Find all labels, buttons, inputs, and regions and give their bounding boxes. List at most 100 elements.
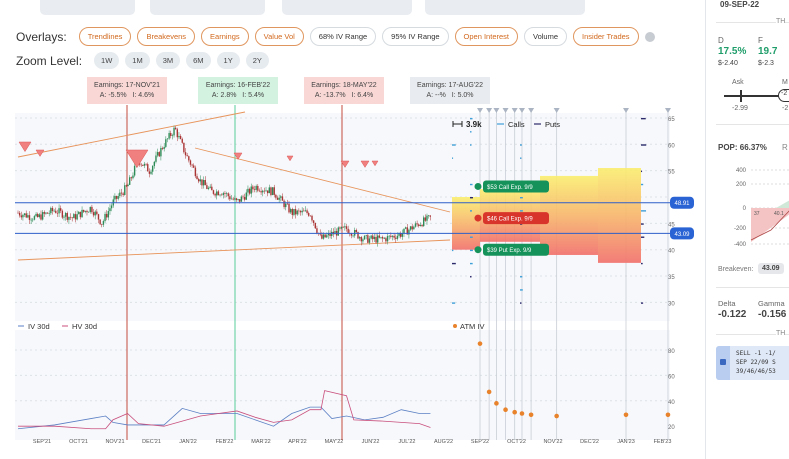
open-interest-bar (470, 276, 472, 278)
slider-tick (740, 90, 742, 102)
label: R (782, 143, 788, 152)
candle (232, 198, 234, 200)
candle (69, 216, 72, 218)
candle (83, 209, 85, 212)
candle (207, 187, 210, 189)
ask-label: Ask (732, 79, 744, 86)
candle (99, 219, 101, 225)
candle (124, 185, 126, 195)
candle (122, 193, 124, 195)
overlay-toggle[interactable]: Breakevens (137, 27, 196, 46)
candle (367, 235, 369, 243)
open-interest-bar (452, 302, 456, 304)
atm-iv-point (477, 341, 483, 346)
order-ticket[interactable]: SELL -1 -1/ SEP 22/09 S 39/46/46/53 (716, 346, 789, 380)
open-interest-bar (520, 157, 522, 159)
atm-iv-point (494, 401, 499, 406)
overlay-toggle[interactable]: 68% IV Range (309, 27, 377, 46)
candle (110, 205, 113, 209)
candle (413, 226, 415, 230)
price-slider[interactable] (724, 95, 784, 97)
candle (40, 214, 42, 220)
hint-box (40, 0, 135, 15)
candle (411, 226, 413, 230)
month-label: JAN'23 (617, 439, 635, 445)
candle (301, 210, 303, 213)
expiration-marker-icon (493, 108, 500, 113)
value-vol-zone (540, 175, 598, 255)
candle (32, 219, 34, 221)
size-scale-label: 3.9k (466, 120, 482, 129)
gamma-label: Gamma (758, 299, 785, 308)
candle (94, 211, 96, 216)
candle (350, 233, 353, 236)
atm-iv-legend-icon (453, 324, 457, 328)
candle (168, 133, 170, 139)
zoom-button[interactable]: 6M (186, 52, 211, 69)
candle (28, 215, 31, 220)
insider-trade-icon (360, 160, 370, 168)
month-label: JAN'22 (179, 439, 197, 445)
insider-trade-icon (233, 152, 243, 160)
candle (128, 177, 131, 185)
candle (329, 233, 331, 236)
candle (50, 207, 52, 214)
candle (201, 179, 203, 186)
candle (294, 209, 297, 215)
price-chart[interactable]: 65 60 55 45 40 35 30 80 60 40 20 SEP'21 OCT'21 NOV'21… (0, 105, 705, 459)
strategy-leg-tag (483, 243, 549, 256)
overlay-toggle[interactable]: Insider Trades (573, 27, 639, 46)
candle (390, 235, 392, 237)
zoom-button[interactable]: 1W (94, 52, 120, 69)
hint-box (425, 0, 585, 15)
open-interest-bar (520, 289, 523, 291)
candle (196, 176, 198, 180)
leg-dot (474, 214, 482, 222)
candle (219, 194, 221, 196)
overlays-row: Overlays: Trendlines Breakevens Earnings Va… (16, 27, 655, 46)
strategy-leg-label: $53 Call Exp. 9/9 (487, 185, 533, 191)
candle (311, 215, 313, 221)
price-axis-label: 55 (668, 170, 675, 176)
overlay-toggle[interactable]: Open Interest (454, 27, 518, 46)
open-interest-bar (641, 183, 644, 186)
ask-value: -2.99 (732, 105, 748, 112)
zoom-button[interactable]: 2Y (245, 52, 269, 69)
candle (183, 142, 185, 153)
value-vol-zone (452, 197, 480, 250)
value: 19.7 (758, 46, 778, 57)
candle (56, 212, 59, 214)
candle (191, 164, 193, 166)
candle (344, 226, 346, 228)
candle (250, 186, 252, 194)
candle (181, 139, 183, 143)
zoom-button[interactable]: 1Y (216, 52, 240, 69)
iv-axis-label: 80 (668, 349, 675, 355)
overlay-toggle[interactable]: Value Vol (254, 27, 304, 46)
earnings-tooltip: Earnings: 17-AUG'22 A: --% I: 5.0% (410, 77, 490, 104)
help-icon[interactable] (644, 31, 655, 42)
earnings-title: Earnings: 18-MAY'22 (311, 82, 377, 89)
candle (74, 214, 77, 220)
insider-trade-icon (340, 160, 350, 168)
pl-mark: 37 (754, 211, 760, 217)
overlay-toggle[interactable]: 95% IV Range (382, 27, 449, 46)
overlay-toggle[interactable]: Trendlines (78, 27, 132, 46)
slider-handle[interactable]: -2 (778, 89, 789, 102)
open-interest-bar (452, 249, 454, 252)
section-heading: TH (776, 18, 786, 25)
zoom-button[interactable]: 3M (155, 52, 181, 69)
candle (403, 228, 405, 234)
candle (312, 220, 315, 223)
candle (414, 223, 417, 227)
candle (283, 200, 285, 208)
candle (247, 188, 249, 193)
overlay-toggle[interactable]: Earnings (201, 27, 249, 46)
candle (22, 214, 24, 218)
candle (299, 211, 302, 213)
iv-axis-label: 60 (668, 374, 675, 380)
open-interest-bar (470, 236, 473, 238)
month-label: NOV'22 (543, 439, 562, 445)
zoom-button[interactable]: 1M (125, 52, 150, 69)
overlay-toggle[interactable]: Volume (524, 27, 568, 46)
